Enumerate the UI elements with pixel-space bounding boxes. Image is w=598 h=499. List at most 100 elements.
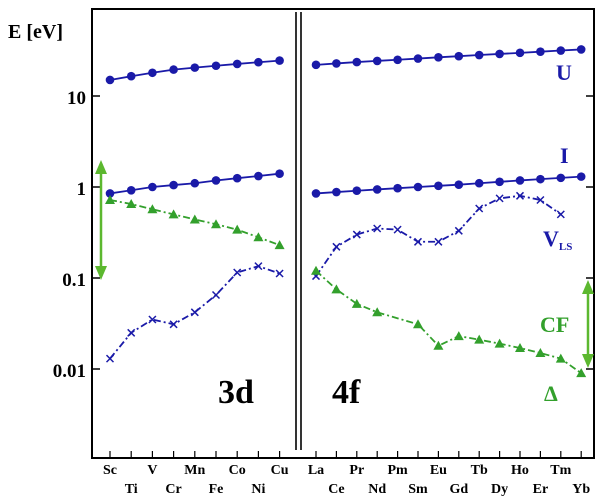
data-point-cf: [168, 209, 179, 219]
data-point-vls: [413, 237, 423, 246]
x-tick-label: Ce: [328, 482, 344, 497]
data-point-vls: [148, 315, 157, 324]
data-point-i: [372, 185, 382, 194]
data-point-vls: [332, 242, 341, 251]
label-delta: Δ: [544, 381, 558, 406]
y-tick-label: 1: [77, 179, 87, 200]
data-point-i: [352, 186, 362, 196]
data-point-u: [495, 49, 504, 59]
x-tick-label: Tm: [550, 463, 571, 478]
data-point-u: [105, 75, 115, 85]
data-point-vls: [495, 194, 504, 203]
x-tick-label: Co: [229, 463, 246, 478]
data-point-i: [536, 174, 545, 184]
x-tick-label: Ti: [125, 482, 138, 497]
data-point-i: [454, 180, 464, 189]
data-point-cf: [433, 340, 444, 350]
data-point-i: [148, 182, 157, 192]
axis-tick-marks: [92, 95, 594, 458]
data-point-cf: [453, 331, 464, 341]
data-point-u: [536, 47, 545, 56]
data-point-i: [413, 182, 423, 192]
label-I: I: [560, 143, 569, 168]
data-point-vls: [515, 191, 525, 200]
data-point-u: [275, 56, 284, 65]
x-tick-label: Mn: [184, 463, 205, 478]
data-point-u: [434, 53, 443, 62]
data-point-u: [332, 59, 341, 68]
x-tick-label: Gd: [449, 482, 468, 497]
data-point-u: [372, 56, 382, 66]
data-point-cf: [515, 343, 525, 353]
data-point-i: [211, 176, 221, 185]
data-point-cf: [126, 199, 137, 209]
data-point-u: [232, 59, 242, 69]
panel-label-3d: 3d: [218, 374, 254, 411]
data-point-i: [495, 177, 504, 187]
data-point-u: [352, 57, 362, 67]
x-tick-label: Cr: [165, 482, 181, 497]
x-tick-label: Dy: [491, 482, 508, 497]
data-point-cf: [253, 232, 264, 242]
data-point-u: [254, 57, 263, 67]
data-point-cf: [576, 368, 587, 378]
data-point-u: [413, 54, 423, 63]
x-tick-label: V: [147, 463, 157, 478]
x-tick-label: Sm: [408, 482, 428, 497]
x-tick-label: Pm: [387, 463, 408, 478]
label-U: U: [556, 60, 572, 85]
data-point-u: [454, 51, 464, 61]
data-point-cf: [331, 284, 342, 294]
y-tick-label: 0.01: [53, 361, 86, 382]
data-point-cf: [413, 319, 423, 329]
data-point-i: [393, 183, 402, 193]
label-V: V: [543, 226, 559, 251]
data-point-vls: [190, 308, 199, 317]
data-point-vls: [393, 225, 402, 234]
data-point-i: [126, 185, 136, 195]
data-point-cf: [211, 219, 221, 229]
data-point-vls: [211, 290, 221, 300]
data-point-cf: [274, 240, 285, 250]
x-tick-label: Ni: [251, 482, 265, 497]
range-arrow-3d: [95, 160, 107, 280]
data-point-i: [474, 178, 484, 188]
data-point-cf: [147, 204, 158, 214]
series-line-cf: [109, 199, 280, 246]
data-point-vls: [454, 226, 463, 235]
data-point-i: [556, 173, 566, 183]
data-point-i: [515, 176, 525, 185]
y-axis-label: E [eV]: [8, 21, 63, 43]
x-tick-label: Er: [533, 482, 549, 497]
x-tick-label: Cu: [271, 463, 289, 478]
series-layer: [105, 45, 587, 378]
data-point-i: [311, 189, 321, 198]
data-point-u: [190, 63, 200, 72]
data-point-vls: [352, 230, 361, 239]
data-point-vls: [254, 262, 263, 271]
data-point-vls: [556, 210, 565, 219]
x-tick-label: Pr: [349, 463, 364, 478]
data-point-i: [434, 181, 443, 191]
data-point-vls: [275, 269, 284, 278]
x-tick-label: Fe: [209, 482, 224, 497]
data-point-cf: [189, 214, 200, 224]
data-point-i: [275, 169, 284, 179]
data-point-cf: [372, 307, 383, 317]
data-point-u: [126, 71, 136, 81]
label-CF: CF: [540, 312, 569, 337]
data-point-u: [576, 45, 586, 54]
data-point-cf: [351, 298, 362, 308]
data-point-i: [332, 187, 341, 197]
x-tick-label: Sc: [103, 463, 117, 478]
data-point-cf: [232, 224, 243, 234]
data-point-vls: [105, 354, 115, 363]
series-line-vls: [315, 194, 562, 277]
data-point-i: [169, 180, 178, 190]
x-tick-label: Tb: [471, 463, 488, 478]
data-point-vls: [127, 328, 136, 337]
data-point-u: [556, 46, 566, 55]
data-point-vls: [434, 237, 443, 246]
